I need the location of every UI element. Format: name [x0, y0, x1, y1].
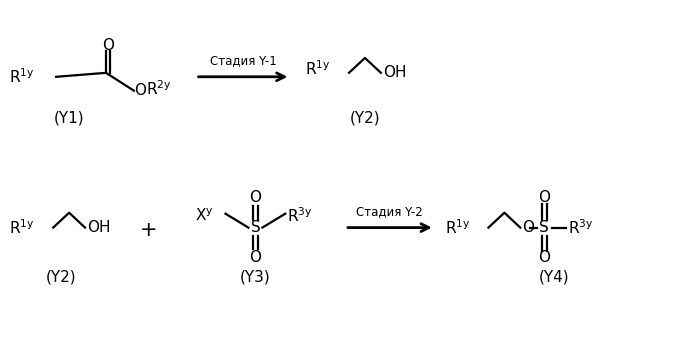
Text: +: + [140, 219, 158, 240]
Text: O: O [538, 190, 550, 205]
Text: O: O [522, 220, 534, 235]
Text: (Y2): (Y2) [349, 111, 380, 126]
Text: S: S [251, 220, 260, 235]
Text: O: O [102, 38, 114, 52]
Text: $\rm R^{1y}$: $\rm R^{1y}$ [444, 218, 470, 237]
Text: $\rm R^{1y}$: $\rm R^{1y}$ [9, 68, 35, 86]
Text: O: O [538, 250, 550, 265]
Text: (Y2): (Y2) [46, 270, 76, 285]
Text: (Y1): (Y1) [54, 111, 85, 126]
Text: OH: OH [383, 65, 407, 80]
Text: (Y4): (Y4) [539, 270, 570, 285]
Text: O: O [249, 190, 261, 205]
Text: (Y3): (Y3) [240, 270, 271, 285]
Text: Стадия Y-2: Стадия Y-2 [356, 205, 424, 218]
Text: O: O [134, 83, 146, 98]
Text: $\rm R^{1y}$: $\rm R^{1y}$ [305, 59, 330, 78]
Text: S: S [540, 220, 549, 235]
Text: Стадия Y-1: Стадия Y-1 [209, 55, 276, 67]
Text: $\rm X^{y}$: $\rm X^{y}$ [195, 207, 214, 224]
Text: $\rm R^{1y}$: $\rm R^{1y}$ [9, 218, 35, 237]
Text: $\rm R^{3y}$: $\rm R^{3y}$ [568, 218, 594, 237]
Text: $\rm R^{2y}$: $\rm R^{2y}$ [146, 79, 172, 98]
Text: OH: OH [87, 220, 111, 235]
Text: $\rm R^{3y}$: $\rm R^{3y}$ [287, 206, 313, 225]
Text: O: O [249, 250, 261, 265]
